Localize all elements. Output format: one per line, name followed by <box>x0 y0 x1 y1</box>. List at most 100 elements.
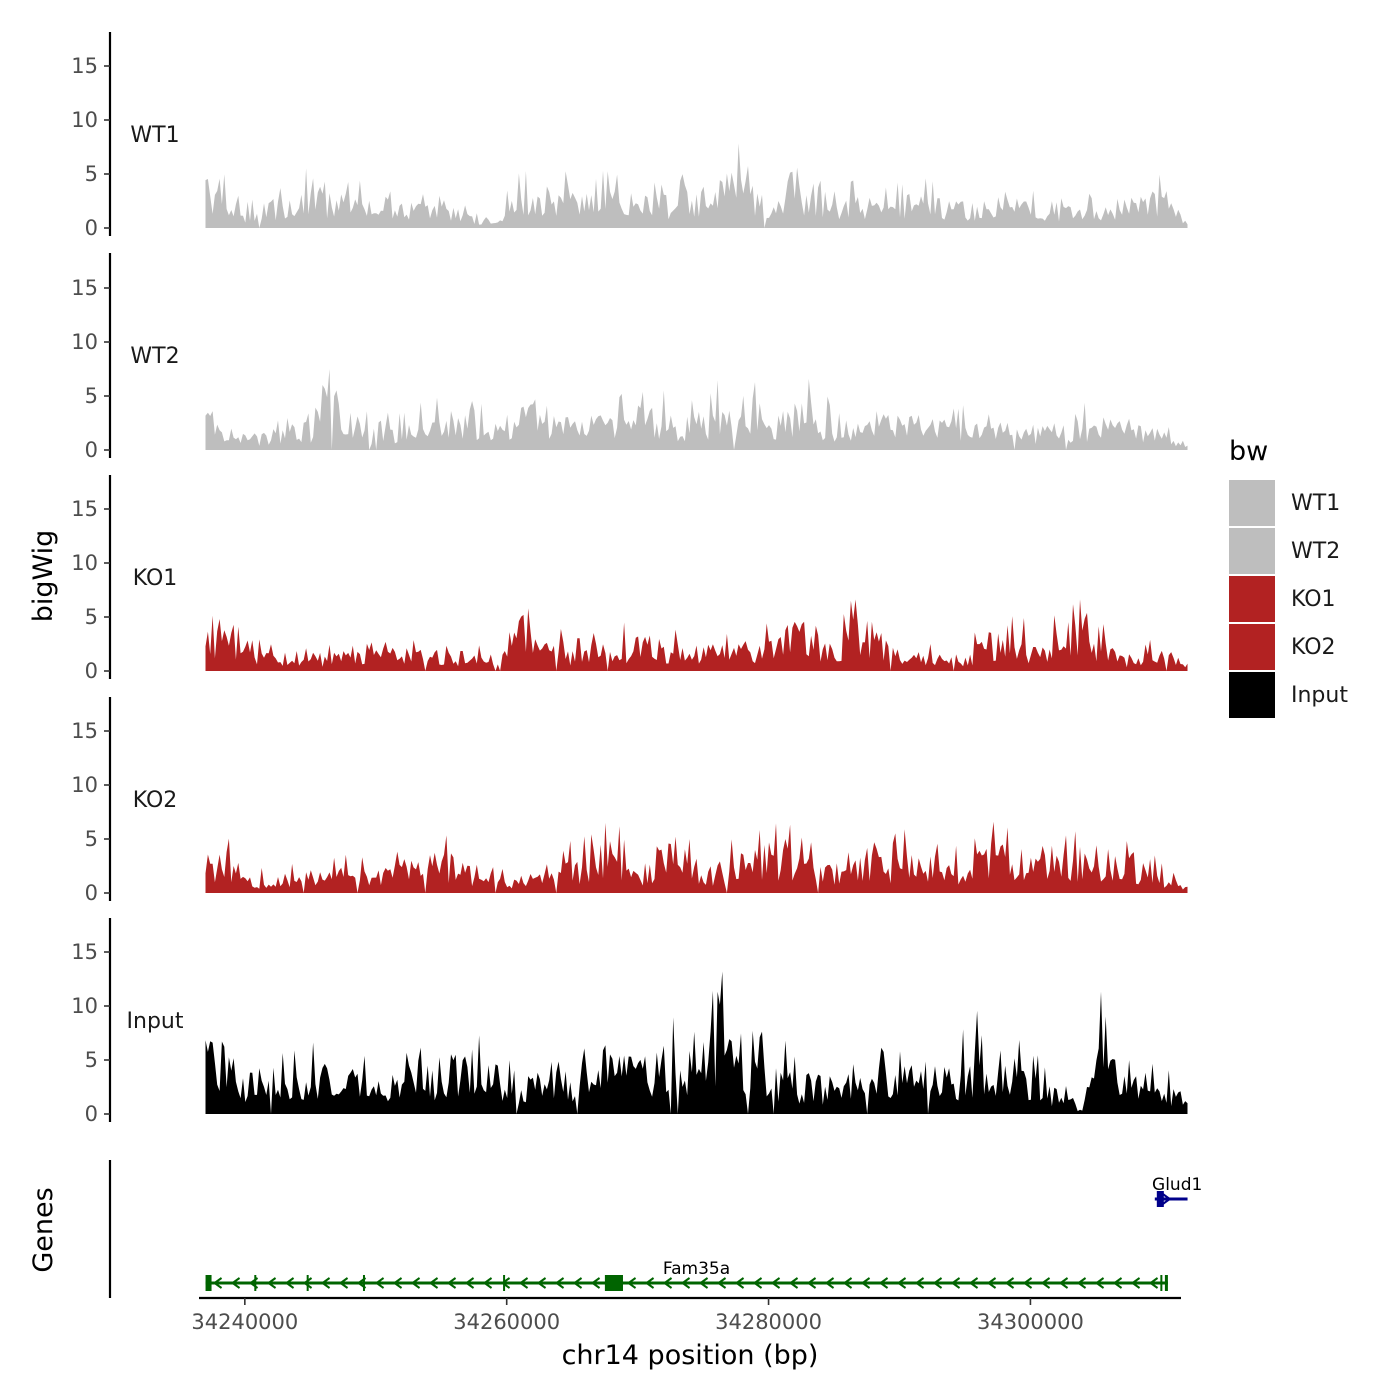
x-axis: 34240000 34260000 34280000 34300000 <box>191 1296 1181 1334</box>
y-tick-label: 15 <box>71 719 98 743</box>
strand-arrow <box>878 1277 889 1289</box>
y-tick-label: 0 <box>85 659 98 683</box>
strand-arrow <box>932 1277 943 1289</box>
track-panels: 0 5 10 15 WT1 0 5 10 15 WT2 0 5 10 15 KO1 0 5 10 15 KO2 0 5 10… <box>71 32 1188 1126</box>
coverage-area-wt2 <box>205 369 1188 450</box>
y-tick-label: 5 <box>85 162 98 186</box>
strand-arrow <box>320 1277 331 1289</box>
y-tick-label: 0 <box>85 216 98 240</box>
x-tick-label: 34280000 <box>715 1310 822 1334</box>
gene-label: Fam35a <box>663 1259 730 1279</box>
strand-arrow <box>284 1277 295 1289</box>
gene-panel: Fam35a Glud1 <box>108 1160 1202 1298</box>
strand-arrow <box>806 1277 817 1289</box>
y-tick-label: 5 <box>85 1048 98 1072</box>
y-tick-label: 5 <box>85 605 98 629</box>
strand-arrow <box>860 1277 871 1289</box>
strand-arrow <box>1004 1277 1015 1289</box>
exon <box>1164 1275 1168 1291</box>
strand-arrow <box>518 1277 529 1289</box>
strand-arrow <box>752 1277 763 1289</box>
track-label-ko2: KO2 <box>133 788 178 813</box>
legend-entry-ko2: KO2 <box>1229 624 1336 670</box>
legend-entry-wt1: WT1 <box>1229 480 1340 526</box>
gene-fam35a: Fam35a <box>205 1259 1168 1291</box>
y-tick-label: 10 <box>71 330 98 354</box>
strand-arrow <box>1112 1277 1123 1289</box>
legend-entry-ko1: KO1 <box>1229 576 1336 622</box>
legend-swatch <box>1229 624 1275 670</box>
y-tick-label: 10 <box>71 994 98 1018</box>
legend-swatch <box>1229 528 1275 574</box>
gene-label: Glud1 <box>1152 1175 1202 1195</box>
track-panel-input: 0 5 10 15 Input <box>71 918 1188 1126</box>
track-panel-wt1: 0 5 10 15 WT1 <box>71 32 1188 240</box>
y-tick-label: 0 <box>85 881 98 905</box>
strand-arrow <box>716 1277 727 1289</box>
track-label-wt2: WT2 <box>130 344 179 369</box>
x-tick-label: 34260000 <box>453 1310 560 1334</box>
legend-swatch <box>1229 576 1275 622</box>
track-panel-ko2: 0 5 10 15 KO2 <box>71 697 1188 905</box>
strand-arrow <box>1162 1193 1172 1205</box>
strand-arrow <box>554 1277 565 1289</box>
strand-arrow <box>446 1277 457 1289</box>
strand-arrow <box>770 1277 781 1289</box>
strand-arrow <box>428 1277 439 1289</box>
y-tick-label: 10 <box>71 108 98 132</box>
strand-arrow <box>392 1277 403 1289</box>
gene-panel-title: Genes <box>28 1187 59 1272</box>
strand-arrow <box>572 1277 583 1289</box>
strand-arrow <box>374 1277 385 1289</box>
strand-arrow <box>1148 1277 1159 1289</box>
strand-arrow <box>1022 1277 1033 1289</box>
strand-arrow <box>842 1277 853 1289</box>
exon <box>205 1275 212 1291</box>
y-tick-label: 15 <box>71 497 98 521</box>
strand-arrow <box>662 1277 673 1289</box>
coverage-area-ko1 <box>205 599 1188 671</box>
strand-arrow <box>1130 1277 1141 1289</box>
exon <box>604 1275 623 1291</box>
strand-arrow <box>410 1277 421 1289</box>
y-tick-label: 15 <box>71 54 98 78</box>
legend-title: bw <box>1229 436 1268 467</box>
track-panel-wt2: 0 5 10 15 WT2 <box>71 253 1188 462</box>
legend-label: Input <box>1291 683 1348 708</box>
strand-arrow <box>464 1277 475 1289</box>
strand-arrow <box>338 1277 349 1289</box>
y-tick-label: 5 <box>85 384 98 408</box>
legend-swatch <box>1229 480 1275 526</box>
coverage-area-input <box>205 971 1188 1114</box>
legend-label: WT2 <box>1291 539 1340 564</box>
strand-arrow <box>1076 1277 1087 1289</box>
strand-arrow <box>644 1277 655 1289</box>
legend-label: KO1 <box>1291 587 1336 612</box>
x-axis-title: chr14 position (bp) <box>562 1340 819 1371</box>
track-label-ko1: KO1 <box>133 566 178 591</box>
strand-arrow <box>788 1277 799 1289</box>
strand-arrow <box>734 1277 745 1289</box>
strand-arrow <box>626 1277 637 1289</box>
strand-arrow <box>1094 1277 1105 1289</box>
y-tick-label: 0 <box>85 438 98 462</box>
y-tick-label: 0 <box>85 1102 98 1126</box>
y-tick-label: 15 <box>71 940 98 964</box>
track-label-wt1: WT1 <box>130 123 179 148</box>
strand-arrow <box>824 1277 835 1289</box>
coverage-area-ko2 <box>205 821 1188 893</box>
exon <box>1156 1191 1164 1207</box>
gene-glud1: Glud1 <box>1152 1175 1202 1207</box>
strand-arrow <box>1040 1277 1051 1289</box>
legend-swatch <box>1229 672 1275 718</box>
strand-arrow <box>212 1277 223 1289</box>
strand-arrow <box>968 1277 979 1289</box>
y-tick-label: 10 <box>71 551 98 575</box>
strand-arrow <box>302 1277 313 1289</box>
legend-label: KO2 <box>1291 635 1336 660</box>
strand-arrow <box>230 1277 241 1289</box>
track-panel-ko1: 0 5 10 15 KO1 <box>71 475 1188 683</box>
strand-arrow <box>698 1277 709 1289</box>
strand-arrow <box>896 1277 907 1289</box>
